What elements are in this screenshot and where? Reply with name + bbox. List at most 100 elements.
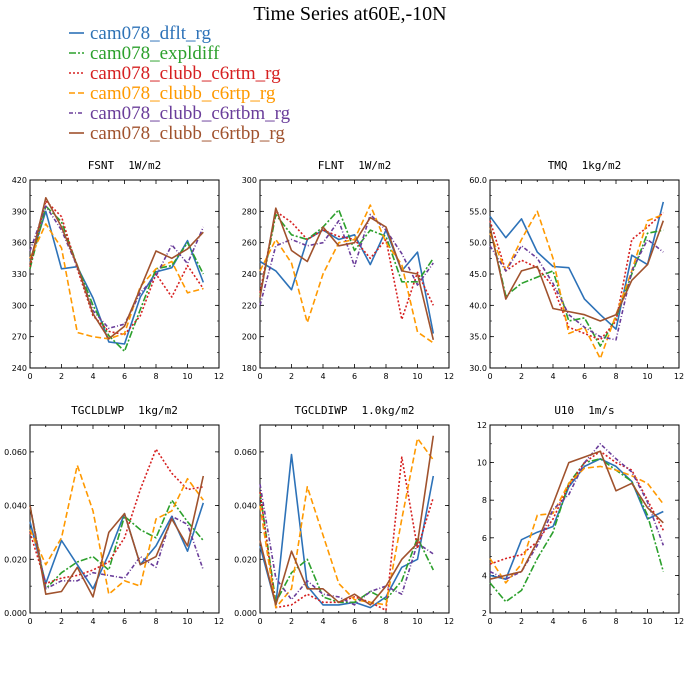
y-tick-label: 240 xyxy=(242,270,257,279)
x-tick-label: 6 xyxy=(352,372,357,381)
y-tick-label: 390 xyxy=(12,207,27,216)
series-line-cam078_expldiff xyxy=(259,491,435,604)
x-tick-label: 2 xyxy=(519,372,524,381)
series-line-cam078_clubb_c6rtm_rg xyxy=(259,456,435,612)
legend-label: cam078_dflt_rg xyxy=(90,23,212,44)
panel-variable: TMQ xyxy=(548,159,568,172)
x-tick-label: 0 xyxy=(257,372,262,381)
legend-entry: cam078_clubb_c6rtm_rg xyxy=(69,63,281,84)
x-tick-label: 2 xyxy=(59,372,64,381)
legend-entry: cam078_expldiff xyxy=(69,43,220,64)
y-tick-label: 40.0 xyxy=(469,301,487,310)
y-tick-label: 45.0 xyxy=(469,270,487,279)
plot-frame xyxy=(29,179,220,369)
legend-label: cam078_clubb_c6rtm_rg xyxy=(90,63,281,84)
y-tick-label: 30.0 xyxy=(469,364,487,373)
panel-tmq: TMQ 1kg/m2 0 2 4 6 8 10 12 30.0 35.0 40.0 45.0 50.0 55… xyxy=(469,159,684,381)
y-tick-label: 0.040 xyxy=(4,502,27,511)
panel-units: 1.0kg/m2 xyxy=(362,404,415,417)
x-tick-label: 4 xyxy=(320,372,325,381)
y-tick-label: 360 xyxy=(12,239,27,248)
x-tick-label: 4 xyxy=(550,372,555,381)
panel-units: 1m/s xyxy=(588,404,615,417)
y-tick-label: 55.0 xyxy=(469,207,487,216)
x-tick-label: 6 xyxy=(582,372,587,381)
panel-tgcldiwp: TGCLDIWP 1.0kg/m2 0 2 4 6 8 10 12 0.000 0.020 0.040… xyxy=(234,404,454,626)
figure-title: Time Series at60E,-10N xyxy=(253,3,446,25)
panel-variable: TGCLDLWP xyxy=(71,404,124,417)
y-tick-label: 50.0 xyxy=(469,239,487,248)
x-tick-label: 12 xyxy=(214,372,224,381)
x-tick-label: 10 xyxy=(642,617,652,626)
legend: cam078_dflt_rgcam078_expldiffcam078_club… xyxy=(69,23,291,144)
legend-label: cam078_clubb_c6rtbp_rg xyxy=(90,123,285,144)
x-tick-label: 12 xyxy=(674,372,684,381)
y-tick-label: 60.0 xyxy=(469,176,487,185)
x-tick-label: 8 xyxy=(613,372,618,381)
panel-title: FSNT 1W/m2 xyxy=(88,159,162,172)
legend-entry: cam078_clubb_c6rtp_rg xyxy=(69,83,276,104)
x-tick-label: 8 xyxy=(383,372,388,381)
panel-title: TGCLDIWP 1.0kg/m2 xyxy=(295,404,415,417)
x-tick-label: 10 xyxy=(182,617,192,626)
panel-variable: FLNT xyxy=(318,159,345,172)
x-tick-label: 6 xyxy=(122,372,127,381)
legend-label: cam078_expldiff xyxy=(90,43,220,64)
series-line-cam078_dflt_rg xyxy=(259,453,435,609)
x-tick-label: 4 xyxy=(90,372,95,381)
x-tick-label: 0 xyxy=(487,372,492,381)
x-tick-label: 0 xyxy=(27,372,32,381)
y-tick-label: 0.060 xyxy=(4,448,27,457)
y-tick-label: 280 xyxy=(242,207,257,216)
panel-units: 1kg/m2 xyxy=(138,404,178,417)
x-tick-label: 6 xyxy=(122,617,127,626)
panel-units: 1W/m2 xyxy=(128,159,161,172)
series-line-cam078_clubb_c6rtm_rg xyxy=(259,210,435,321)
x-tick-label: 4 xyxy=(320,617,325,626)
series-line-cam078_clubb_c6rtbm_rg xyxy=(29,505,205,590)
panel-units: 1kg/m2 xyxy=(582,159,622,172)
x-tick-label: 0 xyxy=(27,617,32,626)
x-tick-label: 8 xyxy=(613,617,618,626)
y-tick-label: 0.060 xyxy=(234,448,257,457)
y-tick-label: 4 xyxy=(482,571,487,580)
series-line-cam078_expldiff xyxy=(29,205,205,353)
x-tick-label: 2 xyxy=(519,617,524,626)
x-tick-label: 4 xyxy=(550,617,555,626)
x-tick-label: 2 xyxy=(289,617,294,626)
series-line-cam078_clubb_c6rtp_rg xyxy=(29,464,204,596)
y-tick-label: 8 xyxy=(482,496,487,505)
x-tick-label: 10 xyxy=(412,617,422,626)
y-tick-label: 0.040 xyxy=(234,502,257,511)
y-tick-label: 240 xyxy=(12,364,27,373)
legend-label: cam078_clubb_c6rtbm_rg xyxy=(90,103,291,124)
series-line-cam078_expldiff xyxy=(259,209,434,297)
x-tick-label: 8 xyxy=(153,372,158,381)
y-tick-label: 300 xyxy=(12,301,27,310)
plot-frame xyxy=(259,179,450,369)
panel-units: 1W/m2 xyxy=(358,159,391,172)
plot-frame xyxy=(489,179,680,369)
legend-entry: cam078_dflt_rg xyxy=(69,23,212,44)
x-tick-label: 12 xyxy=(444,617,454,626)
panel-fsnt: FSNT 1W/m2 0 2 4 6 8 10 12 240 270 300 330 360 390 420 xyxy=(12,159,224,381)
y-tick-label: 0.000 xyxy=(234,609,257,618)
panel-title: FLNT 1W/m2 xyxy=(318,159,392,172)
panel-title: TGCLDLWP 1kg/m2 xyxy=(71,404,178,417)
series-line-cam078_clubb_c6rtp_rg xyxy=(489,210,664,360)
series-line-cam078_clubb_c6rtbp_rg xyxy=(29,475,205,598)
x-tick-label: 12 xyxy=(214,617,224,626)
series-line-cam078_clubb_c6rtbm_rg xyxy=(489,238,664,341)
series-line-cam078_clubb_c6rtbp_rg xyxy=(259,435,435,606)
x-tick-label: 12 xyxy=(674,617,684,626)
series-line-cam078_clubb_c6rtp_rg xyxy=(259,437,434,609)
y-tick-label: 12 xyxy=(477,421,487,430)
y-tick-label: 180 xyxy=(242,364,257,373)
x-tick-label: 10 xyxy=(642,372,652,381)
x-tick-label: 6 xyxy=(582,617,587,626)
y-tick-label: 220 xyxy=(242,301,257,310)
y-tick-label: 10 xyxy=(477,459,487,468)
legend-entry: cam078_clubb_c6rtbp_rg xyxy=(69,123,285,144)
